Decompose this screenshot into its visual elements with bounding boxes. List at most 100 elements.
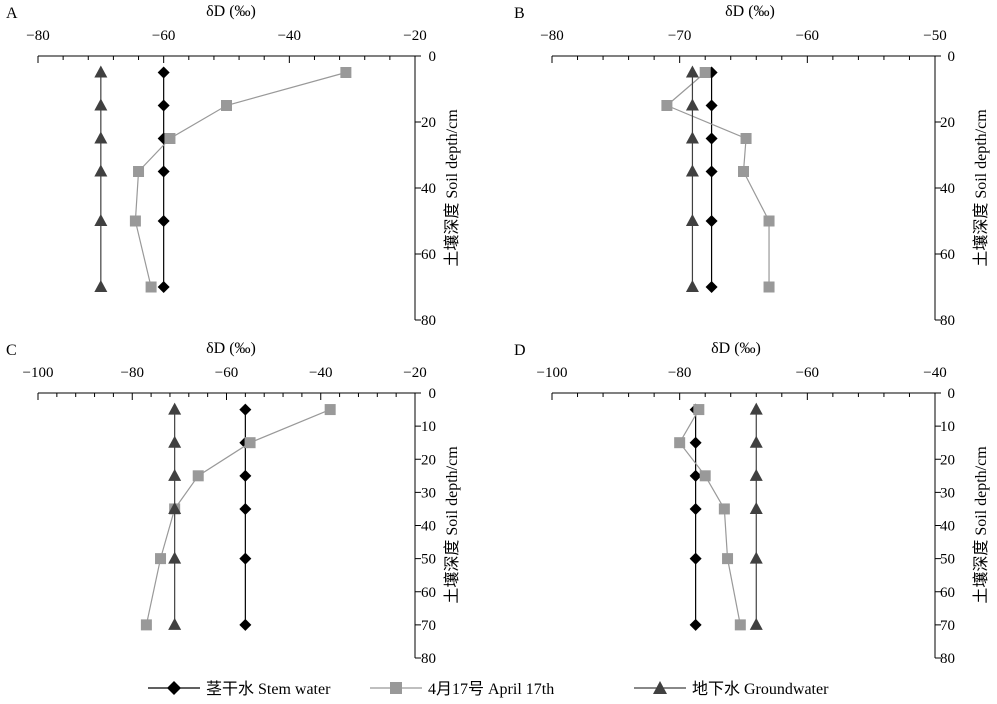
x-tick-label: −60 [215,365,238,381]
y-tick-label: 80 [421,313,436,329]
plot-b: −80 −70 −60 −500 20 40 60 80 [540,28,955,329]
data-point-stem [705,132,718,145]
data-point-ground [685,98,699,111]
panel-d: D δD (‰) 土壤深度 Soil depth/cm [514,340,990,604]
data-point-ground [749,435,763,448]
y-tick-label: 50 [421,552,436,568]
y-axis-title-c: 土壤深度 Soil depth/cm [442,446,461,604]
data-point-april [693,404,705,416]
x-tick-label: −80 [26,28,49,44]
data-point-ground [94,98,108,111]
panel-c: C δD (‰) 土壤深度 Soil depth/cm [6,340,461,604]
data-point-april [699,470,711,482]
x-tick-label: −40 [278,28,301,44]
y-tick-label: 60 [421,585,436,601]
data-point-stem [689,502,702,515]
x-axis-title-c: δD (‰) [206,340,256,357]
data-point-ground [168,468,182,481]
panel-label-a: A [6,5,18,22]
y-tick-label: 0 [429,49,437,65]
data-point-ground [94,164,108,177]
panel-label-d: D [514,342,526,359]
y-tick-label: 10 [940,419,955,435]
y-tick-label: 0 [429,386,437,402]
y-tick-label: 0 [948,386,956,402]
y-tick-label: 30 [940,485,955,501]
data-point-april [145,281,157,293]
legend-item-april: 4月17号 April 17th [370,680,554,698]
data-point-stem [705,165,718,178]
data-point-april [155,553,167,565]
data-point-april [140,619,152,631]
data-point-april [763,281,775,293]
data-point-april [674,437,686,449]
x-tick-label: −40 [923,365,946,381]
data-point-ground [94,280,108,292]
legend-item-stem: 茎干水 Stem water [148,680,331,698]
data-point-stem [705,99,718,112]
y-tick-label: 80 [421,651,436,667]
plot-a: −80 −60 −40 −200 20 40 60 80 [26,28,436,329]
plot-c: −100 −80 −60 −40 −200 10 20 30 40 50 60 70 80 [23,365,436,667]
data-point-ground [749,468,763,481]
data-point-april [763,215,775,227]
y-tick-label: 10 [421,419,436,435]
data-point-stem [157,215,170,227]
data-point-ground [749,501,763,514]
data-point-ground [168,402,182,415]
data-point-stem [239,502,252,515]
panel-a: A δD (‰) 土壤深度 Soil depth/cm [6,3,461,267]
legend-label-ground: 地下水 Groundwater [692,680,829,698]
y-tick-label: 80 [940,313,955,329]
data-point-ground [94,214,108,226]
data-point-april [738,166,749,177]
data-point-stem [239,552,252,565]
y-tick-label: 40 [421,181,436,197]
data-point-april [740,133,752,144]
x-axis-title-b: δD (‰) [725,3,775,20]
y-tick-label: 40 [421,519,436,535]
data-point-april [324,404,336,416]
x-tick-label: −60 [152,28,175,44]
data-point-ground [685,164,699,177]
legend-label-stem: 茎干水 Stem water [206,680,331,698]
data-point-ground [168,435,182,448]
legend-marker-triangle [653,681,667,694]
data-point-april [699,67,711,78]
x-tick-label: −50 [923,28,946,44]
x-tick-label: −20 [403,365,426,381]
y-tick-label: 20 [421,115,436,131]
x-axis-title-d: δD (‰) [711,340,761,357]
series-line-april [134,71,347,288]
y-tick-label: 20 [940,452,955,468]
data-point-ground [749,551,763,564]
y-tick-label: 60 [421,247,436,263]
x-axis-title-a: δD (‰) [206,3,256,20]
data-point-stem [239,469,252,482]
y-tick-label: 70 [421,618,436,634]
y-tick-label: 80 [940,651,955,667]
data-point-ground [94,131,108,144]
series-line-april [665,72,770,287]
data-point-stem [157,281,170,293]
x-tick-label: −80 [121,365,144,381]
panel-b: B δD (‰) 土壤深度 Soil depth/cm [514,3,990,267]
data-point-april [718,503,730,515]
y-axis-title-b: 土壤深度 Soil depth/cm [971,109,990,267]
y-tick-label: 20 [940,115,955,131]
series-line-april [145,409,331,626]
y-tick-label: 60 [940,585,955,601]
y-tick-label: 60 [940,247,955,263]
data-point-stem [705,281,718,293]
data-point-stem [157,66,170,79]
data-point-april [340,67,352,78]
y-tick-label: 30 [421,485,436,501]
data-point-april [221,100,232,111]
series-line-april [678,409,741,625]
data-point-stem [157,99,170,112]
y-tick-label: 40 [940,519,955,535]
x-tick-label: −40 [309,365,332,381]
data-point-stem [157,165,170,178]
data-point-stem [689,469,702,482]
